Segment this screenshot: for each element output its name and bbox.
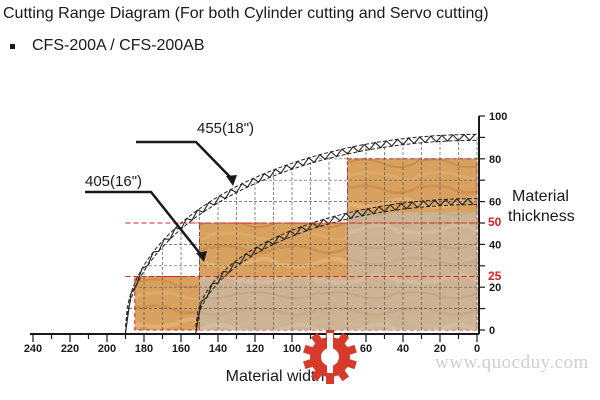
blade-455-arrowhead	[226, 175, 237, 186]
x-tick-label: 140	[209, 343, 227, 355]
x-tick-label: 220	[61, 343, 79, 355]
blade-arc-2-teeth	[195, 197, 474, 334]
bullet-marker	[10, 44, 15, 49]
blade-455-leader	[136, 140, 234, 181]
thickness-50-label: 50	[488, 215, 502, 229]
model-label: CFS-200A / CFS-200AB	[32, 37, 205, 54]
y-tick-label: 100	[489, 111, 507, 123]
x-tick-label: 60	[360, 343, 372, 355]
x-tick-label: 180	[135, 343, 153, 355]
y-tick-label: 0	[489, 325, 495, 337]
y-axis-label-line-1: Material	[512, 188, 569, 205]
x-tick-label: 120	[246, 343, 264, 355]
blade-arc-1-edge-2	[125, 139, 477, 334]
watermark-text: www.quocduy.com	[435, 352, 589, 373]
x-tick-label: 200	[98, 343, 116, 355]
range-region-outer-3	[134, 276, 200, 330]
x-axis-label: Material width	[226, 368, 325, 385]
blade-arc-1-teeth	[124, 133, 476, 334]
thickness-25-label: 25	[488, 269, 502, 283]
blade-405-leader	[85, 190, 203, 257]
y-tick-label: 20	[489, 282, 501, 294]
diagram-title: Cutting Range Diagram (For both Cylinder…	[3, 5, 489, 22]
x-tick-label: 100	[283, 343, 301, 355]
x-tick-label: 0	[474, 343, 480, 355]
y-tick-label: 60	[489, 197, 501, 209]
x-tick-label: 160	[172, 343, 190, 355]
blade-arc-1-edge-1	[125, 133, 477, 328]
x-tick-label: 40	[397, 343, 409, 355]
blade-455-label: 455(18")	[197, 120, 254, 137]
y-axis-label: Material thickness	[508, 188, 575, 225]
y-axis-label-line-2: thickness	[508, 208, 575, 225]
x-tick-label: 20	[434, 343, 446, 355]
y-tick-label: 40	[489, 239, 501, 251]
range-region-inner-1	[347, 212, 477, 330]
y-tick-label: 80	[489, 154, 501, 166]
blade-405-label: 405(16")	[85, 173, 142, 190]
gear-logo	[303, 330, 357, 384]
gear-tooth	[326, 375, 334, 384]
x-tick-label: 240	[24, 343, 42, 355]
blade-405-arrowhead	[196, 251, 207, 262]
